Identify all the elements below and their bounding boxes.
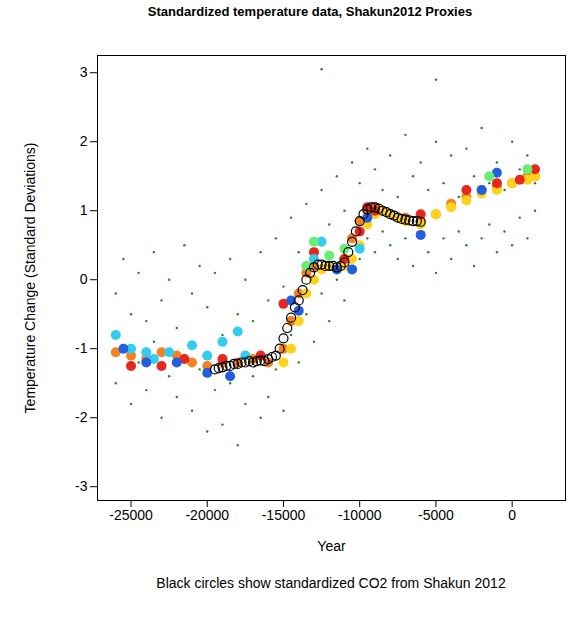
svg-text:-20000: -20000 (185, 507, 229, 523)
svg-text:-25000: -25000 (109, 507, 153, 523)
svg-text:-2: -2 (75, 409, 88, 425)
svg-text:3: 3 (80, 64, 88, 80)
svg-text:1: 1 (80, 202, 88, 218)
svg-text:-1: -1 (75, 340, 88, 356)
html-text:Standardized temperature data,: Standardized temperature data, Shakun201… (147, 4, 473, 19)
svg-text:Year: Year (317, 538, 346, 554)
svg-text:0: 0 (80, 271, 88, 287)
svg-text:-5000: -5000 (418, 507, 454, 523)
svg-text:-10000: -10000 (338, 507, 382, 523)
svg-text:-3: -3 (75, 478, 88, 494)
svg-text:-15000: -15000 (262, 507, 306, 523)
html-text:Black circles show standardize: Black circles show standardized CO2 from… (156, 575, 506, 591)
svg-text:Temperature Change (Standard D: Temperature Change (Standard Deviations) (22, 143, 38, 414)
svg-text:0: 0 (508, 507, 516, 523)
svg-text:2: 2 (80, 133, 88, 149)
